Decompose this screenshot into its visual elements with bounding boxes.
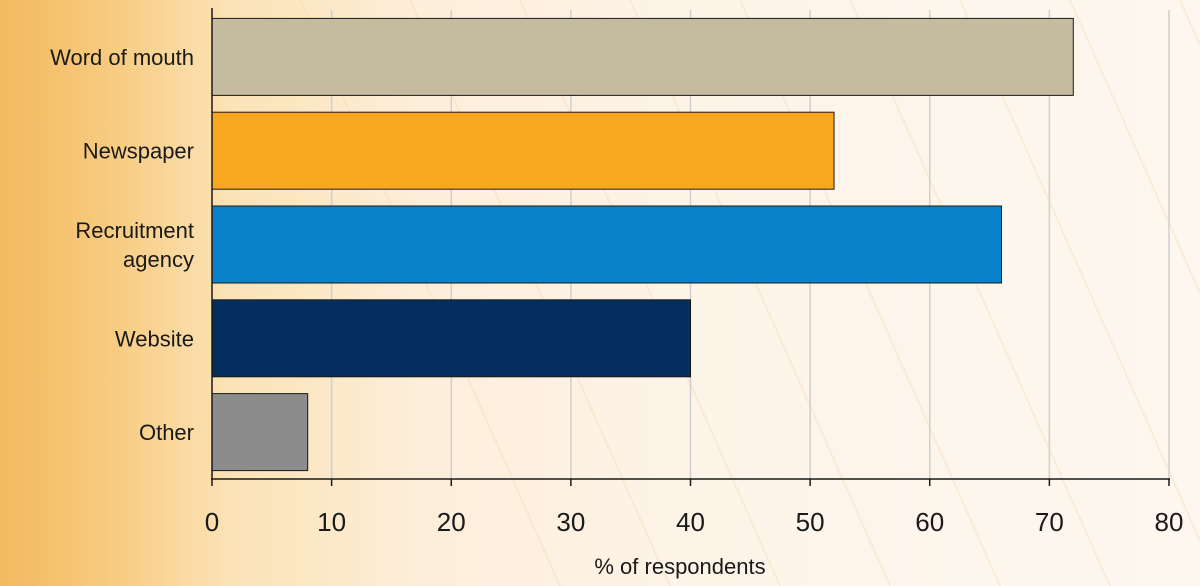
background-streak [739,0,1001,586]
bar-website [211,299,691,378]
background-streak [409,0,671,586]
x-tick-label: 20 [437,507,466,537]
background-streak [299,0,561,586]
background-streak [959,0,1200,544]
category-label: Newspaper [83,139,194,164]
bar-recruitment-agency [211,205,1003,284]
category-label: Website [115,326,194,351]
axes [211,8,1170,486]
x-tick-label: 0 [205,507,219,537]
x-axis-title: % of respondents [594,554,765,579]
background-streak [1069,0,1200,296]
x-tick-label: 70 [1035,507,1064,537]
background-streak [519,0,781,586]
background-decoration [299,0,1200,586]
background-streak [629,0,891,586]
x-tick-label: 60 [915,507,944,537]
category-label: Other [139,420,194,445]
category-labels: Word of mouth Newspaper Recruitment agency W… [50,45,194,445]
bar-other [211,393,309,472]
bars [211,17,1074,472]
x-tick-labels: 0 10 20 30 40 50 60 70 80 [205,507,1184,537]
x-tick-label: 80 [1155,507,1184,537]
category-label: Word of mouth [50,45,194,70]
bar-newspaper [211,111,835,190]
x-tick-label: 40 [676,507,705,537]
x-tick-label: 10 [317,507,346,537]
x-tick-label: 50 [796,507,825,537]
category-label: Recruitment agency [75,218,194,272]
background-streak [1179,0,1200,48]
background-streak [849,0,1111,586]
bar-word-of-mouth [211,17,1074,96]
x-tick-label: 30 [556,507,585,537]
